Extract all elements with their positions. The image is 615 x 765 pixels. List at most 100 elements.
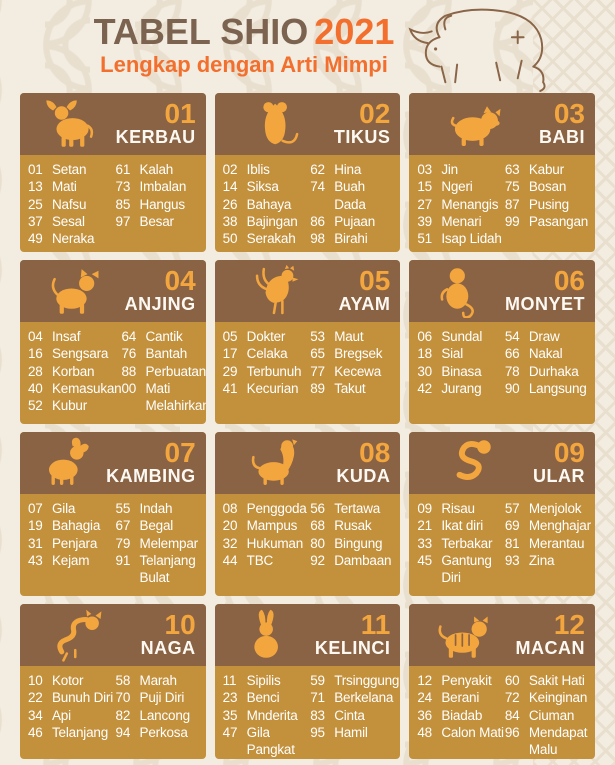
dream-entry: 33 Terbakar: [417, 535, 505, 552]
entry-number: 56: [310, 501, 325, 516]
dream-entry: 71 Berkelana: [310, 689, 399, 706]
dream-entry: 37 Sesal: [28, 213, 116, 230]
entry-number: 09: [417, 501, 432, 516]
card-name: BABI: [539, 127, 585, 148]
dream-entry: 74 Buah Dada: [310, 178, 394, 213]
entries-right: 58 Marah 70 Puji Diri 82 Lancong 94 Perkosa: [116, 672, 200, 741]
entry-number: 15: [417, 179, 432, 195]
entry-number: 65: [310, 346, 325, 362]
dream-entry: 49 Neraka: [28, 230, 116, 247]
entry-word: Merantau: [528, 535, 585, 551]
dream-entry: 32 Hukuman: [223, 535, 311, 552]
card-body: 08 Penggoda 20 Mampus 32 Hukuman 44 TBC 56 Terta…: [215, 494, 401, 573]
entry-number: 19: [28, 518, 43, 534]
dream-entry: 15 Ngeri: [417, 178, 505, 195]
entry-number: 82: [115, 707, 131, 723]
entry-word: Perbuatan: [145, 363, 206, 379]
entry-number: 55: [115, 501, 131, 516]
dream-entry: 26 Bahaya: [223, 196, 311, 213]
entry-word: Insaf: [52, 329, 81, 344]
dream-entry: 58 Marah: [116, 672, 200, 689]
dream-entry: 38 Bajingan: [223, 213, 311, 230]
entry-word: Terbunuh: [246, 363, 302, 379]
entry-number: 06: [417, 329, 432, 344]
entry-word: Begal: [139, 518, 174, 534]
entry-number: 34: [28, 707, 43, 723]
entry-word: Menjolok: [528, 501, 582, 516]
entries-right: 60 Sakit Hati 72 Keinginan 84 Ciuman 96 Mendapa…: [505, 672, 589, 757]
dream-entry: 16 Sengsara: [28, 345, 122, 362]
entry-word: Api: [52, 707, 71, 723]
entry-word: Gantung Diri: [441, 552, 492, 586]
ox-icon: [20, 97, 116, 151]
title-main-text: TABEL SHIO: [93, 11, 309, 52]
shio-card: 09 ULAR 09 Risau 21 Ikat diri 33 Terbakar 45 Ga…: [409, 432, 595, 596]
card-number: 01: [164, 97, 196, 129]
card-number: 03: [553, 97, 585, 129]
entries-left: 02 Iblis 14 Siksa 26 Bahaya 38 Bajingan 50 Seraka…: [223, 161, 311, 247]
entry-word: Keinginan: [528, 690, 588, 706]
dream-entry: 50 Serakah: [223, 230, 311, 247]
entries-left: 07 Gila 19 Bahagia 31 Penjara 43 Kejam: [28, 500, 116, 586]
dream-entry: 70 Puji Diri: [116, 689, 200, 706]
dream-entry: 73 Imbalan: [116, 178, 200, 195]
dream-entry: 89 Takut: [310, 380, 394, 397]
entry-word: Siksa: [246, 179, 279, 195]
entry-number: 68: [310, 518, 325, 534]
dream-entry: 51 Isap Lidah: [417, 230, 505, 247]
entries-left: 10 Kotor 22 Bunuh Diri 34 Api 46 Telanjang: [28, 672, 116, 741]
entry-word: Puji Diri: [139, 690, 185, 706]
card-name: AYAM: [338, 294, 391, 315]
goat-icon: [20, 436, 106, 490]
entry-number: 07: [28, 501, 43, 516]
entry-word: Berani: [441, 690, 480, 706]
entry-number: 79: [115, 535, 131, 551]
card-head-text: 10 NAGA: [141, 610, 206, 659]
entry-word: Jin: [441, 162, 458, 177]
entry-word: Calon Mati: [441, 724, 504, 740]
card-head-text: 02 TIKUS: [334, 99, 401, 148]
rabbit-icon: [215, 608, 315, 662]
entry-number: 30: [417, 363, 432, 379]
shio-card: 07 KAMBING 07 Gila 19 Bahagia 31 Penjara 43 Kej…: [20, 432, 206, 596]
card-body: 12 Penyakit 24 Berani 36 Biadab 48 Calon Mati 6…: [409, 666, 595, 759]
card-name: MONYET: [504, 294, 585, 315]
entry-number: 27: [417, 196, 432, 212]
rat-icon: [215, 97, 334, 151]
shio-card: 01 KERBAU 01 Setan 13 Mati 25 Nafsu 37 Sesal 49 N…: [20, 93, 206, 252]
card-header: 10 NAGA: [20, 604, 206, 666]
dream-entry: 41 Kecurian: [223, 380, 311, 397]
entries-left: 08 Penggoda 20 Mampus 32 Hukuman 44 TBC: [223, 500, 311, 569]
entry-number: 94: [115, 724, 131, 740]
entry-number: 99: [504, 213, 520, 229]
entry-number: 11: [222, 673, 237, 688]
entry-number: 67: [115, 518, 131, 534]
entry-word: Penyakit: [441, 673, 492, 688]
entry-number: 32: [222, 535, 238, 551]
entry-word: TBC: [246, 552, 274, 568]
entry-word: Nafsu: [52, 196, 87, 212]
entries-right: 57 Menjolok 69 Menghajar 81 Merantau 93 Zina: [505, 500, 591, 586]
card-number: 06: [553, 264, 585, 296]
dream-entry: 88 Perbuatan: [122, 363, 206, 380]
dream-entry: 92 Dambaan: [310, 552, 394, 569]
dream-entry: 64 Cantik: [122, 328, 206, 345]
dream-entry: 24 Berani: [417, 689, 505, 706]
entry-number: 41: [222, 380, 238, 396]
title-year: 2021: [314, 11, 395, 52]
card-head-text: 06 MONYET: [504, 264, 595, 315]
dream-entry: 43 Kejam: [28, 552, 116, 569]
entry-word: Gila: [52, 501, 76, 516]
entries-right: 54 Draw 66 Nakal 78 Durhaka 90 Langsung: [505, 328, 589, 397]
dream-entry: 31 Penjara: [28, 535, 116, 552]
entry-number: 29: [222, 363, 238, 379]
entry-number: 20: [222, 518, 238, 534]
entry-word: Sipilis: [246, 673, 281, 688]
entry-word: Korban: [52, 363, 95, 379]
dream-entry: 91 Telanjang Bulat: [116, 552, 200, 587]
entry-word: Biadab: [441, 707, 483, 723]
dream-entry: 96 Mendapat Malu: [505, 724, 589, 759]
card-number: 08: [359, 436, 391, 468]
dream-entry: 95 Hamil: [310, 724, 399, 741]
entry-word: Takut: [334, 380, 366, 396]
